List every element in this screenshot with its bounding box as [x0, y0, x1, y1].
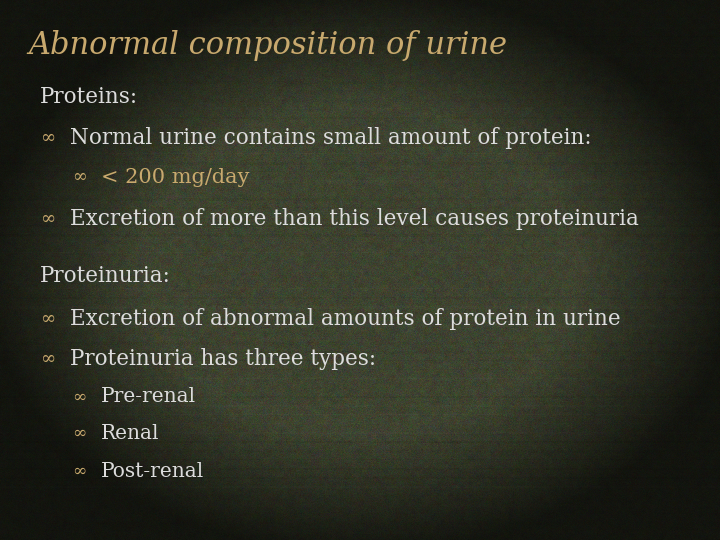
Text: Excretion of more than this level causes proteinuria: Excretion of more than this level causes… [70, 208, 639, 230]
Text: ∞: ∞ [72, 425, 86, 442]
Text: Pre-renal: Pre-renal [101, 387, 196, 407]
Text: Proteins:: Proteins: [40, 86, 138, 108]
Text: ∞: ∞ [72, 168, 86, 186]
Text: Proteinuria has three types:: Proteinuria has three types: [70, 348, 376, 370]
Text: Proteinuria:: Proteinuria: [40, 266, 171, 287]
Text: Abnormal composition of urine: Abnormal composition of urine [29, 30, 508, 60]
Text: ∞: ∞ [72, 463, 86, 480]
Text: Post-renal: Post-renal [101, 462, 204, 481]
Text: Normal urine contains small amount of protein:: Normal urine contains small amount of pr… [70, 127, 591, 148]
Text: ∞: ∞ [40, 309, 55, 328]
Text: ∞: ∞ [40, 210, 55, 228]
Text: < 200 mg/day: < 200 mg/day [101, 167, 249, 187]
Text: Renal: Renal [101, 424, 159, 443]
Text: ∞: ∞ [72, 388, 86, 406]
Text: Excretion of abnormal amounts of protein in urine: Excretion of abnormal amounts of protein… [70, 308, 621, 329]
Text: ∞: ∞ [40, 350, 55, 368]
Text: ∞: ∞ [40, 129, 55, 147]
